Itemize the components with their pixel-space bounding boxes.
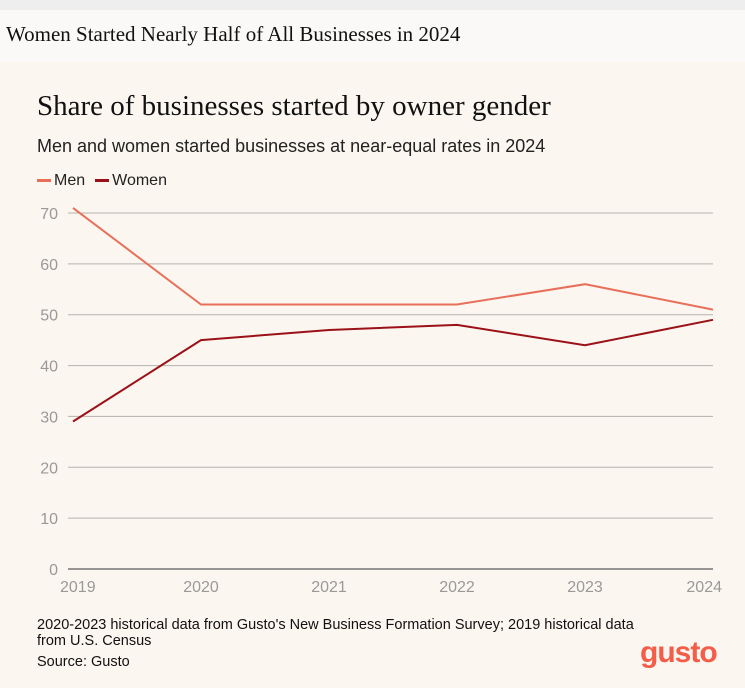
page-heading: Women Started Nearly Half of All Busines…	[6, 22, 461, 46]
x-tick-label: 2019	[60, 579, 96, 596]
y-tick-label: 30	[40, 409, 58, 426]
y-tick-label: 20	[40, 460, 58, 477]
chart-title: Share of businesses started by owner gen…	[37, 90, 551, 122]
y-tick-label: 70	[40, 206, 58, 223]
x-tick-label: 2022	[439, 579, 475, 596]
legend-item-men: Men	[37, 172, 85, 190]
series-line-men	[72, 207, 714, 311]
chart-subtitle: Men and women started businesses at near…	[37, 136, 546, 156]
chart-card	[0, 62, 745, 688]
y-tick-label: 40	[40, 359, 58, 376]
legend: Men Women	[37, 172, 167, 190]
chart-source: Source: Gusto	[37, 654, 130, 670]
x-tick-label: 2020	[183, 579, 219, 596]
legend-label: Women	[112, 172, 167, 189]
series-line-women	[72, 318, 714, 423]
x-tick-label: 2021	[311, 579, 347, 596]
y-tick-label: 60	[40, 257, 58, 274]
x-tick-label: 2023	[567, 579, 603, 596]
x-tick-label: 2024	[686, 579, 722, 596]
y-tick-label: 10	[40, 511, 58, 528]
top-bar	[0, 0, 745, 10]
gusto-logo: gusto	[640, 636, 718, 669]
chart-note: 2020-2023 historical data from Gusto's N…	[37, 617, 634, 649]
legend-swatch	[95, 179, 110, 183]
y-tick-label: 0	[49, 562, 58, 579]
y-tick-label: 50	[40, 308, 58, 325]
legend-swatch	[37, 179, 51, 183]
legend-label: Men	[54, 172, 86, 189]
legend-item-women: Women	[95, 172, 167, 190]
